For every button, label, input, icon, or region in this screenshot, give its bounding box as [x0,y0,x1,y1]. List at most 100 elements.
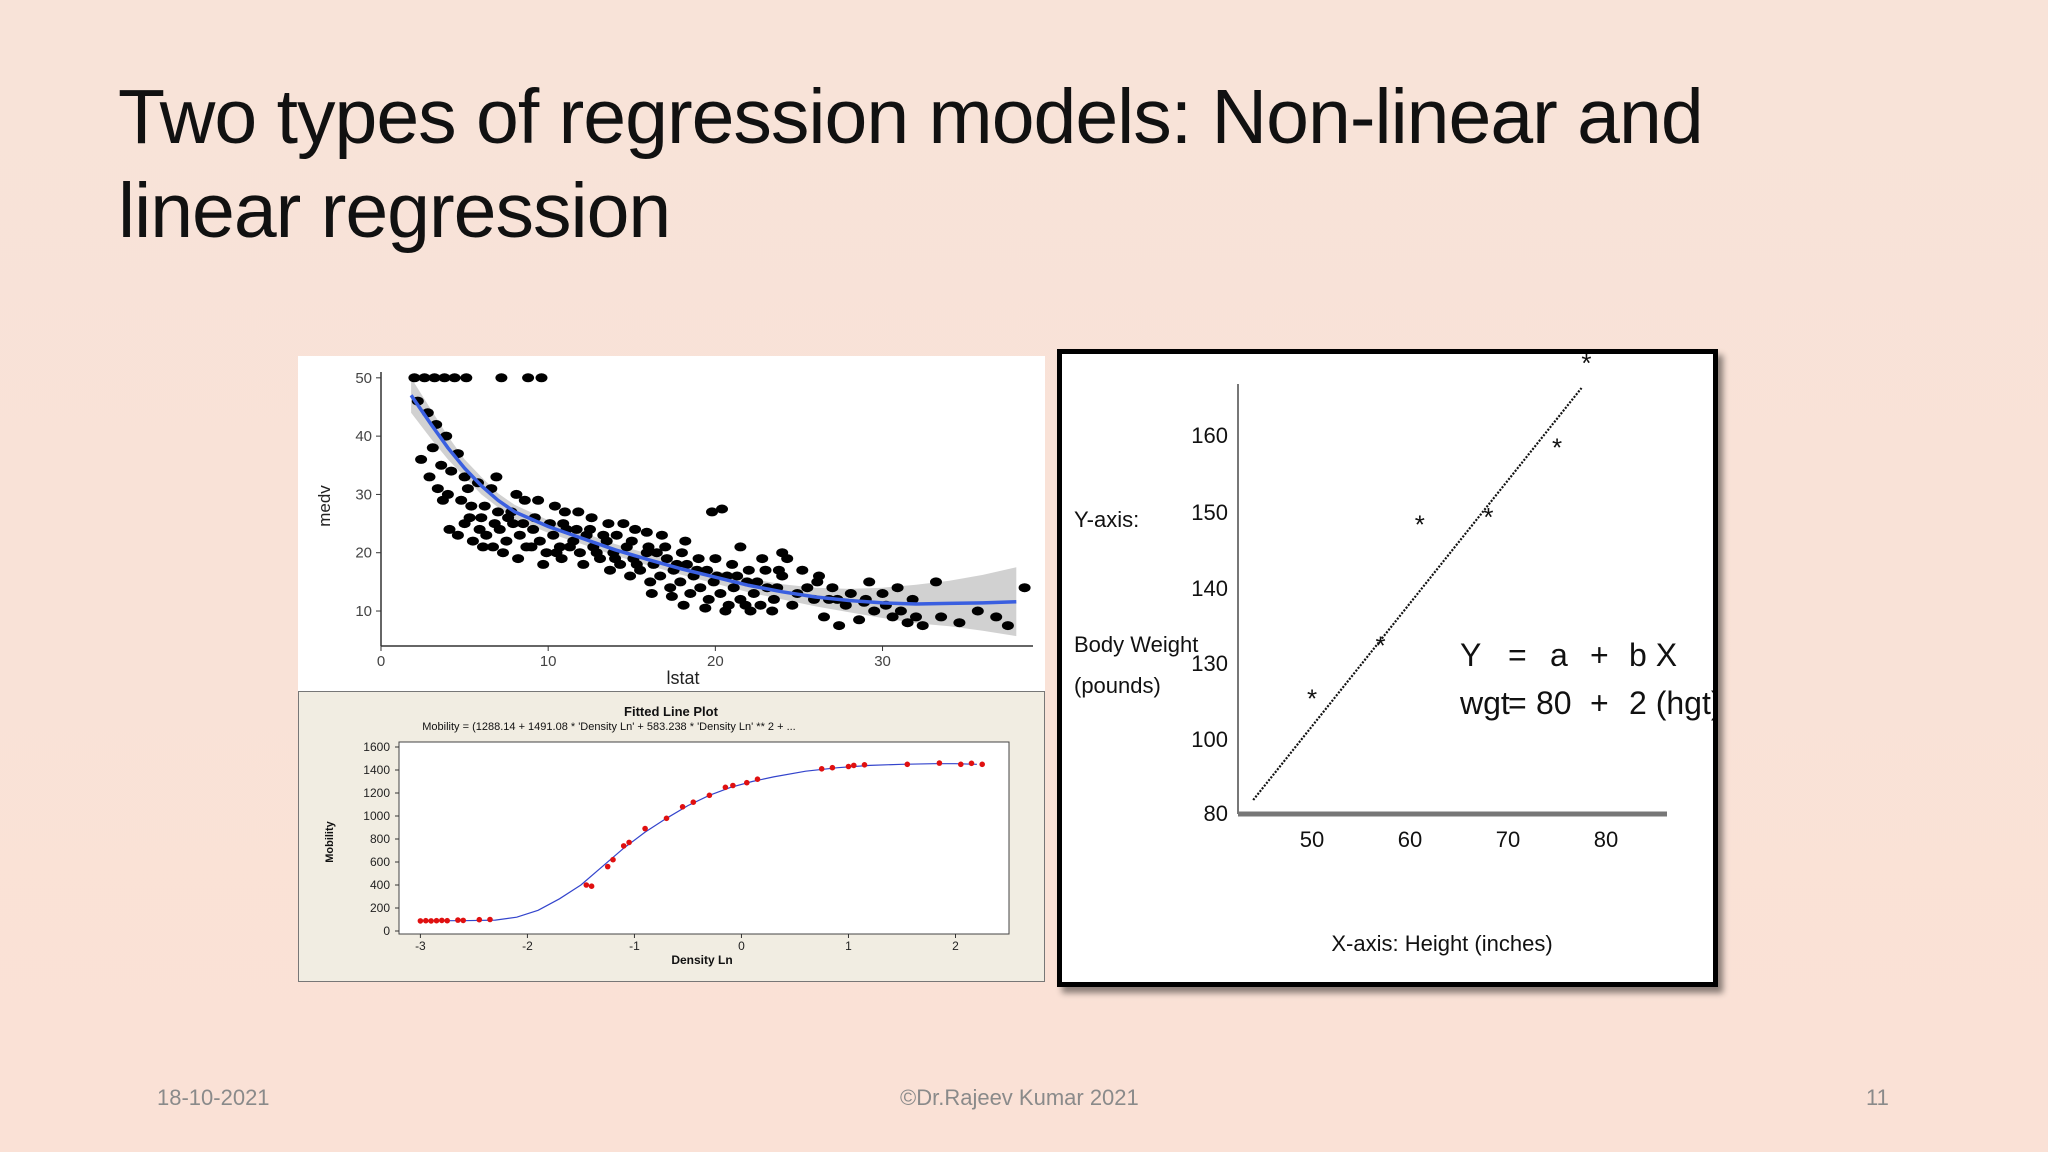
c2-y-tick-label: 600 [370,855,390,869]
c1-data-point [906,594,919,604]
footer-author: ©Dr.Rajeev Kumar 2021 [900,1085,1139,1110]
c1-data-point [436,495,449,505]
c1-data-point [451,530,464,540]
c1-data-point [490,472,503,482]
c2-data-point [604,863,611,870]
c1-data-point [455,495,468,505]
c1-data-point [540,548,553,558]
c1-data-point [702,594,715,604]
c1-data-point [512,554,525,564]
c3-y-tick-label: 80 [1204,801,1228,826]
c1-data-point [548,501,561,511]
c1-data-point [445,466,458,476]
c1-data-point [502,513,515,523]
c3-xlabel: X-axis: Height (inches) [1331,931,1552,956]
c1-data-point [510,489,523,499]
c2-data-point [417,918,424,924]
c1-data-point [418,373,431,383]
c1-data-point [801,583,814,593]
c2-data-point [583,882,590,888]
c1-data-point [624,571,637,581]
c2-data-point [722,784,729,791]
c1-data-point [629,524,642,534]
c2-x-tick-label: -1 [629,939,640,953]
c2-y-tick-label: 200 [370,901,390,915]
c1-data-point [640,527,653,537]
c1-data-point [1001,621,1014,631]
c1-data-point [500,536,513,546]
c1-data-point [971,606,984,616]
c3-y-tick-label: 100 [1191,727,1228,752]
eq2-y: wgt [1459,685,1510,721]
c3-y-tick-label: 150 [1191,500,1228,525]
c2-data-point [845,763,852,770]
c1-data-point [953,618,966,628]
c1-data-point [443,524,456,534]
c1-data-point [701,565,713,575]
c1-x-tick-label: 20 [707,653,724,670]
c1-data-point [650,548,663,558]
c1-data-point [642,542,655,552]
c2-y-tick-label: 0 [383,924,390,938]
eq1-eq: = [1508,637,1527,673]
c1-data-point [677,600,690,610]
c2-data-point [423,917,429,924]
c1-data-point [617,519,630,529]
c1-data-point [844,589,857,598]
c1-data-point [487,542,499,552]
c1-data-point [684,589,697,598]
c3-data-point: * [1415,510,1425,540]
c1-data-point [590,548,603,558]
c1-data-point [756,554,769,564]
c2-data-point [610,856,616,863]
c1-data-point [435,460,448,470]
c1-data-point [692,554,705,564]
c1-data-point [726,559,739,569]
nonlinear-scatter-panel: 0 10 20 30 10 20 30 40 50 lstat medv [298,356,1045,691]
c3-data-point: * [1552,433,1562,463]
c1-data-point [930,577,942,587]
c2-x-tick-label: 1 [845,939,852,953]
c1-data-point [602,519,615,529]
c1-data-point [935,612,948,622]
c2-data-point [439,917,445,924]
c2-data-point [620,843,627,849]
c2-data-point [818,766,825,772]
c1-data-point [680,559,693,569]
c2-data-point [744,779,750,786]
c2-data-point [588,883,595,889]
c2-y-tick-label: 800 [370,832,390,846]
c1-data-point [525,542,538,552]
c1-data-point [772,565,785,575]
c2-data-point [936,760,943,766]
c1-data-point [739,600,752,610]
c1-data-point [609,554,622,564]
c1-data-point [679,536,692,546]
c1-data-point [570,524,583,534]
c2-data-point [904,761,911,768]
c1-data-point [522,373,535,383]
c1-xlabel: lstat [666,668,699,688]
c1-data-point [584,524,596,534]
c1-data-point [694,583,707,593]
c3-ylabel-line2: Body Weight [1074,632,1198,657]
c1-data-point [833,621,846,631]
c1-data-point [714,589,727,598]
c1-data-point [759,565,772,575]
c1-y-tick-label: 10 [355,603,372,620]
c1-data-point [517,519,530,529]
c2-data-point [460,917,466,924]
c1-data-point [766,606,779,616]
c3-ylabel-line1: Y-axis: [1074,507,1139,532]
c1-data-point [699,603,712,613]
c2-y-tick-label: 1000 [363,809,390,823]
c1-data-point [478,501,491,511]
eq1-y: Y [1460,637,1481,673]
c1-data-point [492,507,504,517]
footer-date: 18-10-2021 [157,1085,270,1110]
c1-data-point [610,530,623,540]
c1-x-tick-label: 30 [874,653,891,670]
c2-y-tick-label: 1400 [363,763,390,777]
c2-data-point [730,782,736,789]
